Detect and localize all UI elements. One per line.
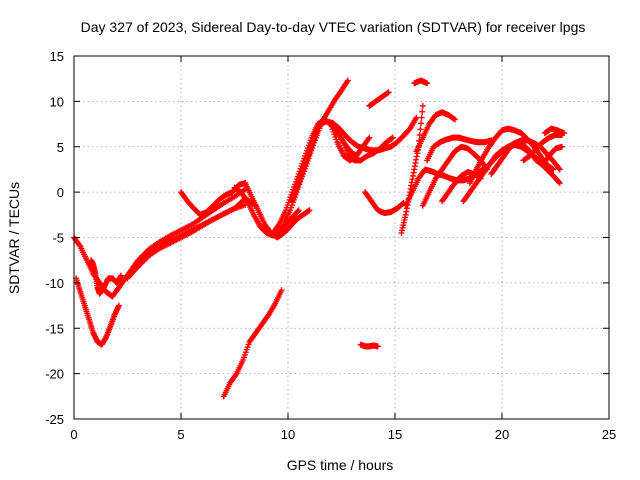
data-point: [295, 207, 302, 214]
x-tick-label: 10: [281, 427, 295, 442]
series-arc-17: [411, 77, 431, 87]
data-point: [278, 287, 285, 294]
series-arc-30: [541, 125, 568, 137]
y-tick-label: -25: [45, 412, 64, 427]
x-axis-label: GPS time / hours: [287, 457, 394, 473]
data-point: [550, 166, 557, 173]
data-point: [556, 166, 563, 173]
data-point: [417, 126, 424, 133]
series-arc-16: [366, 89, 392, 109]
data-point: [413, 114, 420, 121]
data-point: [419, 102, 426, 109]
x-tick-label: 15: [388, 427, 402, 442]
x-tick-label: 5: [177, 427, 184, 442]
data-point: [344, 77, 351, 84]
series-arc-8: [242, 180, 313, 241]
y-tick-label: -5: [52, 231, 64, 246]
series-arc-23: [419, 143, 491, 209]
data-point: [558, 143, 565, 150]
series-arc-22: [424, 134, 495, 164]
data-point: [389, 134, 396, 141]
data-point: [385, 89, 392, 96]
chart-title: Day 327 of 2023, Sidereal Day-to-day VTE…: [81, 19, 586, 35]
data-point: [243, 196, 250, 203]
grid-layer: [74, 56, 609, 419]
series-arc-24: [413, 109, 458, 155]
series-arc-3: [88, 257, 125, 297]
data-point: [306, 207, 313, 214]
y-tick-label: -15: [45, 321, 64, 336]
y-tick-label: -20: [45, 367, 64, 382]
data-point: [419, 108, 426, 115]
data-point: [451, 116, 458, 123]
data-point: [555, 179, 562, 186]
data-point: [76, 242, 83, 249]
y-axis-label: SDTVAR / TECUs: [6, 182, 22, 294]
series-arc-15: [338, 134, 396, 164]
data-layer: [71, 77, 568, 400]
tick-layer: 0 5 10 15 20 25 -25 -20 -15 -10 -5 0 5 10 15: [45, 49, 616, 442]
data-point: [561, 130, 568, 137]
data-point: [556, 180, 563, 187]
y-tick-label: -10: [45, 276, 64, 291]
y-tick-label: 0: [57, 185, 64, 200]
data-point: [232, 371, 239, 378]
series-arc-2: [73, 275, 122, 348]
data-point: [365, 135, 372, 142]
x-tick-label: 25: [602, 427, 616, 442]
data-point: [275, 222, 282, 229]
data-point: [294, 208, 301, 215]
data-point: [115, 302, 122, 309]
data-point: [418, 114, 425, 121]
y-tick-label: 10: [50, 94, 64, 109]
y-tick-label: 15: [50, 49, 64, 64]
series-arc-19: [362, 189, 407, 216]
data-point: [118, 272, 125, 279]
data-point: [374, 343, 381, 350]
data-point: [424, 80, 431, 87]
series-arc-29: [520, 131, 565, 164]
data-point: [417, 120, 424, 127]
series-arc-18: [357, 341, 381, 350]
series-arc-9: [220, 287, 285, 400]
data-point: [555, 165, 562, 172]
y-tick-label: 5: [57, 140, 64, 155]
data-point: [366, 134, 373, 141]
x-tick-label: 0: [70, 427, 77, 442]
x-tick-label: 20: [495, 427, 509, 442]
